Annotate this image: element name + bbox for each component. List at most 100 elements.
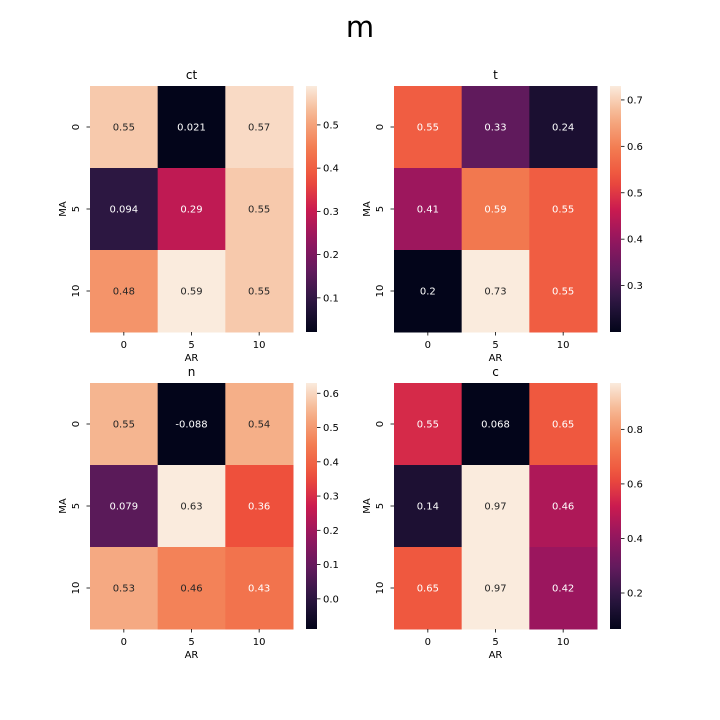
x-axis-label: AR xyxy=(185,650,199,661)
heatmap-cell xyxy=(157,383,226,466)
colorbar-tick-label: 0.4 xyxy=(627,235,643,246)
heatmap-cell xyxy=(461,465,530,548)
heatmap-cell xyxy=(529,547,598,630)
y-tick-label: 5 xyxy=(71,206,82,212)
heatmap-cell xyxy=(225,547,294,630)
cell-label: -0.088 xyxy=(175,420,207,431)
y-tick-label: 0 xyxy=(375,421,386,427)
heatmap-cell xyxy=(90,547,159,630)
cell-label: 0.41 xyxy=(417,205,439,216)
colorbar-tick-label: 0.4 xyxy=(627,534,643,545)
cell-label: 0.021 xyxy=(177,123,206,134)
heatmap-n: 0.55 -0.088 0.540.079 0.63 0.360.53 0.46 0.43n… xyxy=(58,365,339,661)
cell-label: 0.73 xyxy=(484,287,506,298)
cell-label: 0.59 xyxy=(180,287,202,298)
y-axis-label: MA xyxy=(58,498,69,514)
colorbar-tick-label: 0.6 xyxy=(323,389,339,400)
y-axis-label: MA xyxy=(362,201,373,217)
colorbar-tick-label: 0.6 xyxy=(627,142,643,153)
heatmap-cell xyxy=(461,383,530,466)
colorbar-tick-label: 0.5 xyxy=(323,120,339,131)
cell-label: 0.53 xyxy=(113,584,135,595)
heatmap-cell xyxy=(225,168,294,251)
heatmap-cell xyxy=(529,383,598,466)
heatmap-cell xyxy=(394,86,463,169)
y-tick-label: 10 xyxy=(375,285,386,298)
heatmap-cell xyxy=(90,250,159,333)
x-tick-label: 0 xyxy=(121,340,127,351)
panel-title: n xyxy=(188,365,196,379)
colorbar-tick-label: 0.3 xyxy=(323,207,339,218)
colorbar-tick-label: 0.7 xyxy=(627,95,643,106)
cell-label: 0.59 xyxy=(484,205,506,216)
x-tick-label: 10 xyxy=(557,637,570,648)
cell-label: 0.55 xyxy=(113,123,135,134)
cell-label: 0.33 xyxy=(484,123,506,134)
cell-label: 0.2 xyxy=(420,287,436,298)
cell-label: 0.55 xyxy=(248,287,270,298)
heatmap-cell xyxy=(461,168,530,251)
cell-label: 0.24 xyxy=(552,123,574,134)
colorbar-tick-label: 0.4 xyxy=(323,457,339,468)
colorbar-tick-label: 0.2 xyxy=(627,589,643,600)
colorbar-tick-label: 0.2 xyxy=(323,250,339,261)
y-tick-label: 5 xyxy=(71,503,82,509)
cell-label: 0.54 xyxy=(248,420,270,431)
heatmap-panels: 0.55 0.021 0.570.094 0.29 0.550.48 0.59 0.55ct… xyxy=(58,68,643,661)
cell-label: 0.55 xyxy=(417,420,439,431)
heatmap-cell xyxy=(394,168,463,251)
cell-label: 0.65 xyxy=(552,420,574,431)
x-tick-label: 10 xyxy=(253,637,266,648)
x-tick-label: 5 xyxy=(188,637,194,648)
colorbar xyxy=(610,86,621,332)
cell-label: 0.55 xyxy=(248,205,270,216)
panel-title: t xyxy=(493,68,498,82)
heatmap-cell xyxy=(394,383,463,466)
x-tick-label: 0 xyxy=(425,340,431,351)
y-tick-label: 10 xyxy=(375,582,386,595)
heatmap-cell xyxy=(225,383,294,466)
heatmap-cell xyxy=(529,465,598,548)
heatmap-cell xyxy=(225,465,294,548)
cell-label: 0.36 xyxy=(248,502,270,513)
heatmap-cell xyxy=(157,86,226,169)
heatmap-cell xyxy=(157,465,226,548)
colorbar-tick-label: 0.4 xyxy=(323,164,339,175)
cell-label: 0.65 xyxy=(417,584,439,595)
cell-label: 0.079 xyxy=(110,502,139,513)
heatmap-cell xyxy=(461,86,530,169)
heatmap-cell xyxy=(90,465,159,548)
heatmap-cell xyxy=(157,168,226,251)
y-tick-label: 0 xyxy=(71,421,82,427)
heatmap-cell xyxy=(225,86,294,169)
heatmap-cell xyxy=(394,250,463,333)
x-tick-label: 0 xyxy=(121,637,127,648)
heatmap-cell xyxy=(529,250,598,333)
heatmap-ct: 0.55 0.021 0.570.094 0.29 0.550.48 0.59 0.55ct… xyxy=(58,68,339,364)
x-tick-label: 10 xyxy=(253,340,266,351)
x-axis-label: AR xyxy=(489,353,503,364)
y-tick-label: 5 xyxy=(375,206,386,212)
colorbar-tick-label: 0.5 xyxy=(627,188,643,199)
cell-label: 0.29 xyxy=(180,205,202,216)
x-tick-label: 10 xyxy=(557,340,570,351)
x-tick-label: 5 xyxy=(492,340,498,351)
cell-label: 0.55 xyxy=(552,287,574,298)
y-tick-label: 0 xyxy=(71,124,82,130)
x-tick-label: 0 xyxy=(425,637,431,648)
heatmap-cell xyxy=(529,168,598,251)
colorbar xyxy=(306,86,317,332)
x-tick-label: 5 xyxy=(188,340,194,351)
heatmap-cell xyxy=(394,465,463,548)
colorbar xyxy=(610,383,621,629)
heatmap-cell xyxy=(529,86,598,169)
colorbar xyxy=(306,383,317,629)
y-tick-label: 10 xyxy=(71,582,82,595)
cell-label: 0.46 xyxy=(180,584,202,595)
heatmap-cell xyxy=(90,168,159,251)
panel-title: ct xyxy=(186,68,198,82)
colorbar-tick-label: 0.1 xyxy=(323,560,339,571)
heatmap-cell xyxy=(461,250,530,333)
